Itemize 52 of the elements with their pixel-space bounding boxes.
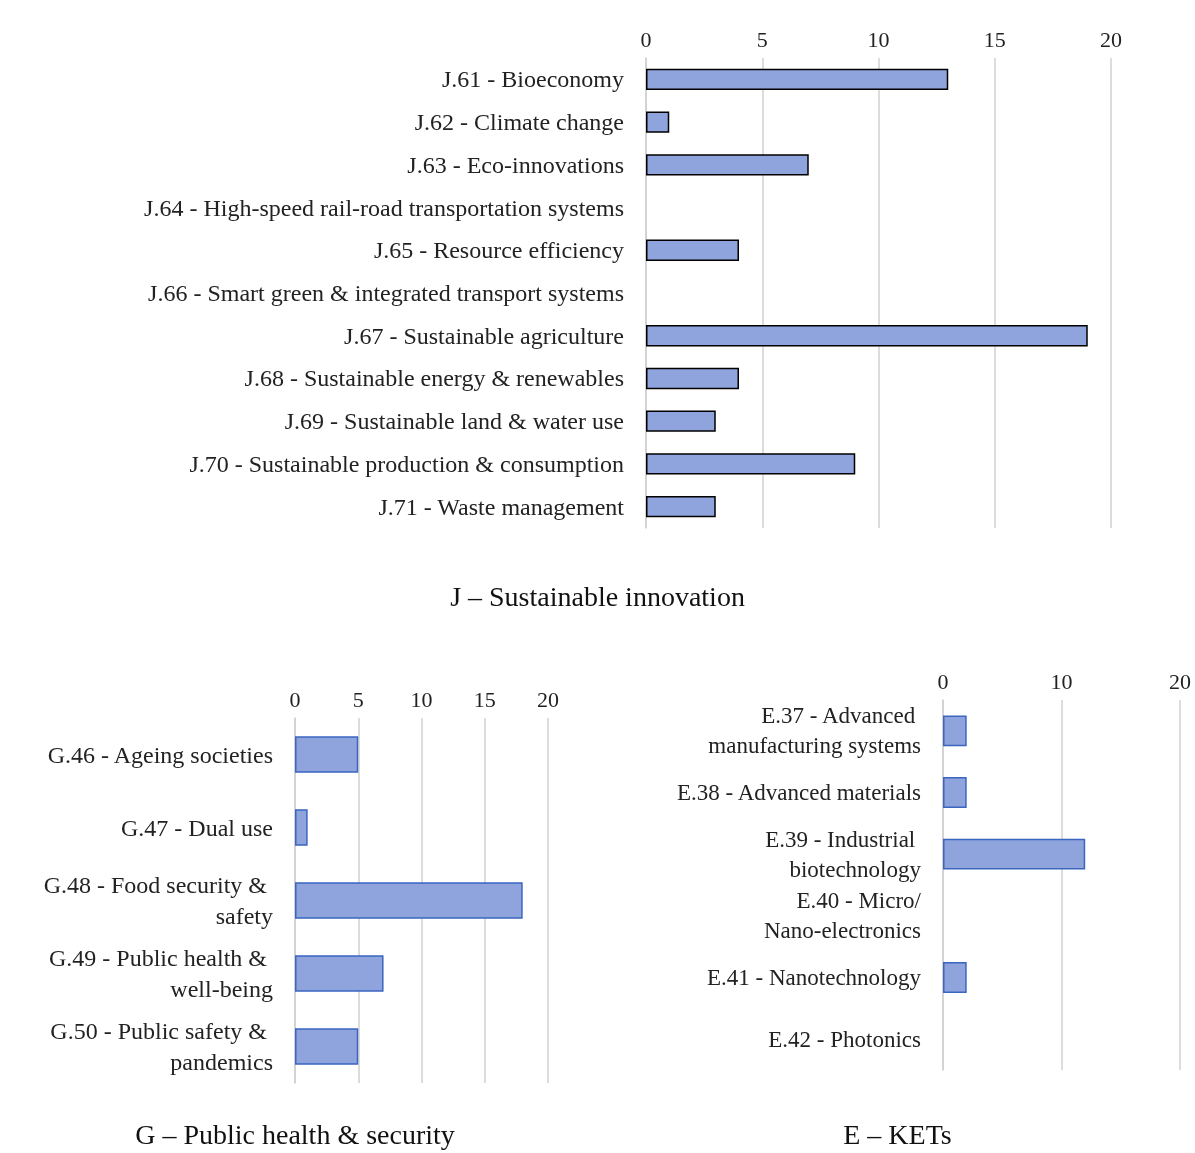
x-tick-label: 20 — [1169, 668, 1191, 694]
y-tick-label: J.65 - Resource efficiency — [373, 237, 624, 264]
y-tick-label: J.67 - Sustainable agriculture — [344, 322, 624, 349]
y-tick-label: E.38 - Advanced materials — [677, 780, 922, 805]
bar — [295, 736, 359, 773]
y-tick-label: J.62 - Climate change — [414, 109, 624, 136]
bar — [646, 239, 739, 261]
y-tick-label: E.37 - Advanced manufacturing systems — [708, 703, 922, 759]
y-tick-label: J.63 - Eco-innovations — [407, 151, 624, 178]
bar — [295, 1028, 359, 1065]
bar — [646, 367, 739, 390]
y-tick-label: G.48 - Food security & safety — [43, 871, 273, 930]
bar — [646, 453, 856, 475]
x-tick-label: 5 — [352, 686, 364, 712]
bar — [646, 410, 716, 432]
bar — [295, 809, 308, 846]
y-tick-label: E.40 - Micro/Nano-electronics — [763, 888, 922, 944]
x-tick-label: 0 — [289, 686, 301, 712]
y-tick-label: J.64 - High-speed rail-road transportation systems — [144, 194, 624, 221]
y-tick-label: E.39 - Industrial biotechnology — [765, 826, 922, 882]
bar — [295, 955, 384, 992]
text: J – Sustainable innovation — [450, 580, 745, 612]
bar — [295, 882, 523, 919]
y-tick-label: G.49 - Public health & well-being — [49, 944, 273, 1003]
y-tick-label: G.46 - Ageing societies — [47, 741, 273, 768]
y-tick-label: J.69 - Sustainable land & water use — [284, 408, 624, 435]
y-tick-label: J.61 - Bioeconomy — [442, 66, 624, 93]
bar — [646, 325, 1088, 347]
x-tick-label: 10 — [410, 686, 433, 712]
x-tick-label: 5 — [756, 26, 768, 52]
x-tick-label: 0 — [937, 668, 949, 694]
x-tick-label: 20 — [1100, 26, 1122, 52]
x-tick-label: 15 — [473, 686, 496, 712]
x-tick-label: 10 — [1050, 668, 1073, 694]
y-tick-label: E.41 - Nanotechnology — [707, 965, 922, 990]
y-tick-label: J.70 - Sustainable production & consumption — [189, 450, 624, 477]
y-tick-label: J.71 - Waste management — [378, 493, 625, 520]
text: E – KETs — [843, 1118, 952, 1150]
y-tick-label: J.66 - Smart green & integrated transport systems — [148, 280, 624, 306]
y-tick-label: J.68 - Sustainable energy & renewables — [244, 365, 624, 392]
text: G – Public health & security — [135, 1118, 455, 1150]
bar — [646, 495, 716, 518]
x-tick-label: 20 — [537, 686, 559, 712]
y-tick-label: G.47 - Dual use — [121, 814, 273, 841]
x-tick-label: 10 — [867, 26, 890, 52]
bar — [646, 68, 949, 91]
bar — [646, 154, 809, 176]
bar — [646, 111, 670, 133]
x-tick-label: 15 — [983, 26, 1006, 52]
x-tick-label: 0 — [640, 26, 652, 52]
y-tick-label: G.50 - Public safety & pandemics — [50, 1017, 273, 1076]
y-tick-label: E.42 - Photonics — [768, 1026, 922, 1052]
